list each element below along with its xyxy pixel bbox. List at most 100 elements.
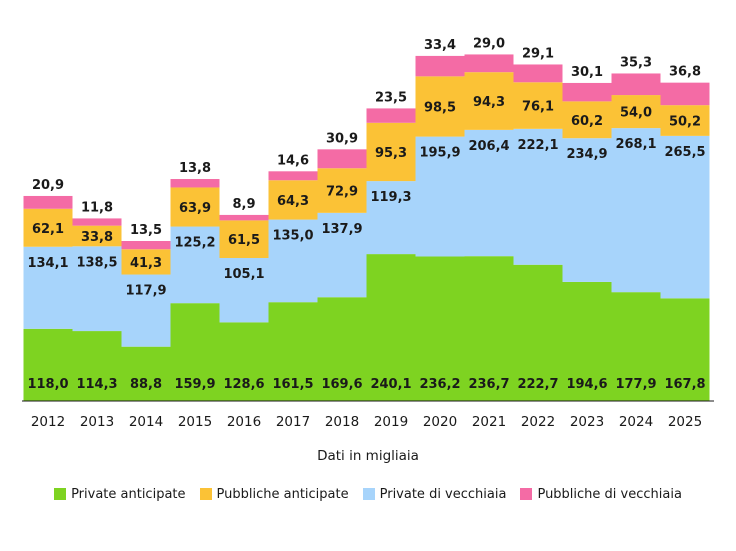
data-label-2022-1: 222,7 <box>517 377 558 392</box>
bar-segment-2015-4 <box>170 179 220 188</box>
x-axis-title: Dati in migliaia <box>317 448 419 464</box>
data-label-2018-1: 169,6 <box>321 377 362 392</box>
bar-segment-2021-1 <box>464 256 514 401</box>
bar-segment-2019-2 <box>366 181 416 255</box>
x-tick-label-2016: 2016 <box>227 414 261 430</box>
bar-segment-2025-4 <box>660 82 710 106</box>
data-label-2022-3: 76,1 <box>522 100 554 115</box>
bar-segment-2022-1 <box>513 264 563 401</box>
bar-segment-2018-3 <box>317 168 367 213</box>
data-label-2014-4: 13,5 <box>130 223 162 238</box>
data-label-2018-4: 30,9 <box>326 131 358 146</box>
bar-segment-2021-4 <box>464 54 514 73</box>
bar-segment-2024-4 <box>611 73 661 96</box>
data-label-2019-4: 23,5 <box>375 90 407 105</box>
bar-segment-2024-1 <box>611 292 661 401</box>
bar-segment-2023-1 <box>562 281 612 401</box>
data-label-2016-3: 61,5 <box>228 233 260 248</box>
data-label-2025-3: 50,2 <box>669 115 701 130</box>
legend-item-1: Private anticipate <box>54 486 186 502</box>
bar-segment-2012-2 <box>23 246 73 329</box>
bar-segment-2017-1 <box>268 302 318 401</box>
data-label-2017-1: 161,5 <box>272 377 313 392</box>
data-label-2025-4: 36,8 <box>669 65 701 80</box>
bar-segment-2016-1 <box>219 322 269 401</box>
data-label-2023-1: 194,6 <box>566 377 607 392</box>
data-label-2016-1: 128,6 <box>223 377 264 392</box>
bar-segment-2012-4 <box>23 195 73 209</box>
data-label-2012-4: 20,9 <box>32 178 64 193</box>
data-label-2019-3: 95,3 <box>375 146 407 161</box>
data-label-2015-2: 125,2 <box>174 236 215 251</box>
x-tick-label-2015: 2015 <box>178 414 212 430</box>
data-label-2024-1: 177,9 <box>615 377 656 392</box>
bar-segment-2025-1 <box>660 298 710 401</box>
x-tick-label-2014: 2014 <box>129 414 163 430</box>
bar-segment-2015-3 <box>170 187 220 227</box>
data-label-2012-3: 62,1 <box>32 222 64 237</box>
legend-item-2: Pubbliche anticipate <box>199 486 349 502</box>
data-label-2023-2: 234,9 <box>566 147 607 162</box>
data-label-2020-4: 33,4 <box>424 38 456 53</box>
bar-segment-2017-3 <box>268 180 318 220</box>
bar-segment-2013-2 <box>72 246 122 332</box>
data-label-2024-2: 268,1 <box>615 137 656 152</box>
bar-segment-2018-2 <box>317 212 367 298</box>
legend-swatch <box>362 488 375 500</box>
bar-segment-2019-3 <box>366 122 416 182</box>
data-label-2021-1: 236,7 <box>468 377 509 392</box>
bar-segment-2016-4 <box>219 214 269 221</box>
data-label-2014-3: 41,3 <box>130 256 162 271</box>
legend-item-3: Private di vecchiaia <box>362 486 507 502</box>
labels-layer: 118,0 134,1 62,1 20,9 114,3 138,5 33,8 11,8 88,8… <box>27 36 705 392</box>
legend-label: Pubbliche anticipate <box>216 486 349 502</box>
data-label-2017-2: 135,0 <box>272 229 313 244</box>
legend-label: Private anticipate <box>71 486 186 502</box>
x-tick-labels: 2012 2013 2014 2015 2016 2017 2018 2019 2020 2021… <box>31 414 702 430</box>
x-tick-label-2019: 2019 <box>374 414 408 430</box>
bar-segment-2020-4 <box>415 55 465 77</box>
bar-segment-2020-1 <box>415 256 465 401</box>
bar-segment-2012-3 <box>23 208 73 247</box>
bar-segment-2021-3 <box>464 72 514 130</box>
data-label-2015-3: 63,9 <box>179 201 211 216</box>
bar-segment-2018-1 <box>317 297 367 401</box>
bar-segment-2016-3 <box>219 220 269 259</box>
bar-segment-2014-2 <box>121 274 171 347</box>
bar-segment-2023-2 <box>562 138 612 282</box>
x-tick-label-2018: 2018 <box>325 414 359 430</box>
data-label-2018-2: 137,9 <box>321 222 362 237</box>
bar-segment-2013-4 <box>72 218 122 226</box>
x-tick-label-2012: 2012 <box>31 414 65 430</box>
x-tick-label-2020: 2020 <box>423 414 457 430</box>
x-tick-label-2023: 2023 <box>570 414 604 430</box>
bar-segment-2024-2 <box>611 128 661 293</box>
bar-segment-2014-3 <box>121 249 171 275</box>
x-tick-label-2024: 2024 <box>619 414 653 430</box>
data-label-2012-2: 134,1 <box>27 256 68 271</box>
data-label-2022-2: 222,1 <box>517 138 558 153</box>
bar-segment-2019-4 <box>366 108 416 123</box>
data-label-2015-4: 13,8 <box>179 161 211 176</box>
data-label-2022-4: 29,1 <box>522 46 554 61</box>
x-tick-label-2025: 2025 <box>668 414 702 430</box>
bar-segment-2013-1 <box>72 331 122 401</box>
bar-segment-2021-2 <box>464 129 514 257</box>
data-label-2013-1: 114,3 <box>76 377 117 392</box>
bar-segment-2015-1 <box>170 303 220 401</box>
data-label-2019-1: 240,1 <box>370 377 411 392</box>
data-label-2016-4: 8,9 <box>232 197 255 212</box>
bar-segment-2013-3 <box>72 225 122 247</box>
bar-segment-2022-4 <box>513 64 563 83</box>
data-label-2015-1: 159,9 <box>174 377 215 392</box>
legend-label: Private di vecchiaia <box>379 486 507 502</box>
data-label-2016-2: 105,1 <box>223 267 264 282</box>
bar-segment-2014-1 <box>121 346 171 401</box>
bar-segment-2022-2 <box>513 128 563 265</box>
x-tick-label-2021: 2021 <box>472 414 506 430</box>
legend-swatch <box>199 488 212 500</box>
data-label-2018-3: 72,9 <box>326 185 358 200</box>
data-label-2025-2: 265,5 <box>664 145 705 160</box>
bar-segment-2020-2 <box>415 136 465 257</box>
bar-segment-2017-2 <box>268 219 318 303</box>
